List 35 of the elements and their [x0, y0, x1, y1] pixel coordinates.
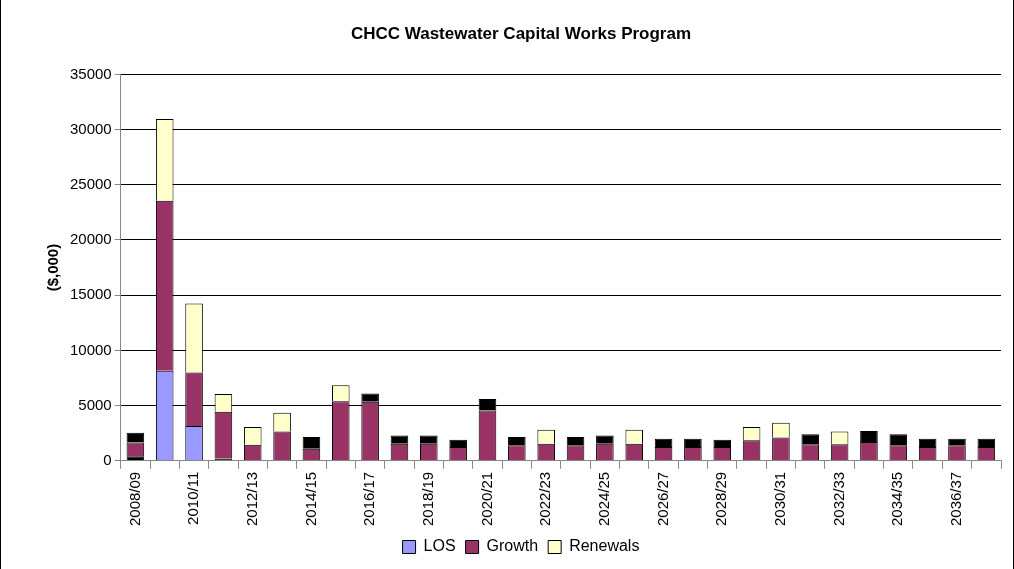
x-tick-label: 2018/19	[418, 471, 436, 527]
x-tick-label: 2036/37	[947, 471, 965, 527]
legend-label: Growth	[486, 537, 539, 555]
chart-title: CHCC Wastewater Capital Works Program	[350, 23, 692, 43]
y-tick-label: 0	[103, 450, 112, 468]
x-tick-label: 2024/25	[595, 471, 613, 527]
y-tick-label: 25000	[69, 174, 112, 192]
y-tick-label: 5000	[78, 395, 112, 413]
bar	[948, 438, 966, 446]
y-tick-label: 35000	[69, 64, 112, 82]
bar	[361, 393, 379, 402]
x-tick-label: 2010/11	[184, 471, 202, 525]
x-tick-label: 2008/09	[125, 471, 143, 527]
x-tick-label: 2016/17	[360, 471, 378, 527]
bar	[508, 437, 526, 446]
y-tick-label: 20000	[69, 230, 112, 248]
bar	[420, 435, 438, 444]
x-tick-label: 2026/27	[653, 471, 671, 527]
x-tick-label: 2028/29	[712, 471, 730, 527]
x-tick-label: 2022/23	[536, 471, 554, 527]
x-tick-label: 2014/15	[301, 471, 319, 527]
bar	[684, 438, 702, 447]
x-tick-label: 2034/35	[888, 471, 906, 527]
x-tick-label: 2012/13	[242, 471, 260, 527]
legend-label: Renewals	[569, 537, 640, 555]
x-tick-label: 2032/33	[829, 471, 847, 527]
y-tick-label: 30000	[69, 119, 112, 137]
bar	[449, 439, 467, 447]
x-tick-label: 2030/31	[771, 471, 789, 527]
legend-label: LOS	[423, 537, 456, 555]
y-axis-title: ($,000)	[44, 243, 62, 292]
y-tick-label: 15000	[69, 285, 112, 303]
y-tick-label: 10000	[69, 340, 112, 358]
x-tick-label: 2020/21	[477, 471, 495, 527]
bar	[596, 435, 614, 444]
